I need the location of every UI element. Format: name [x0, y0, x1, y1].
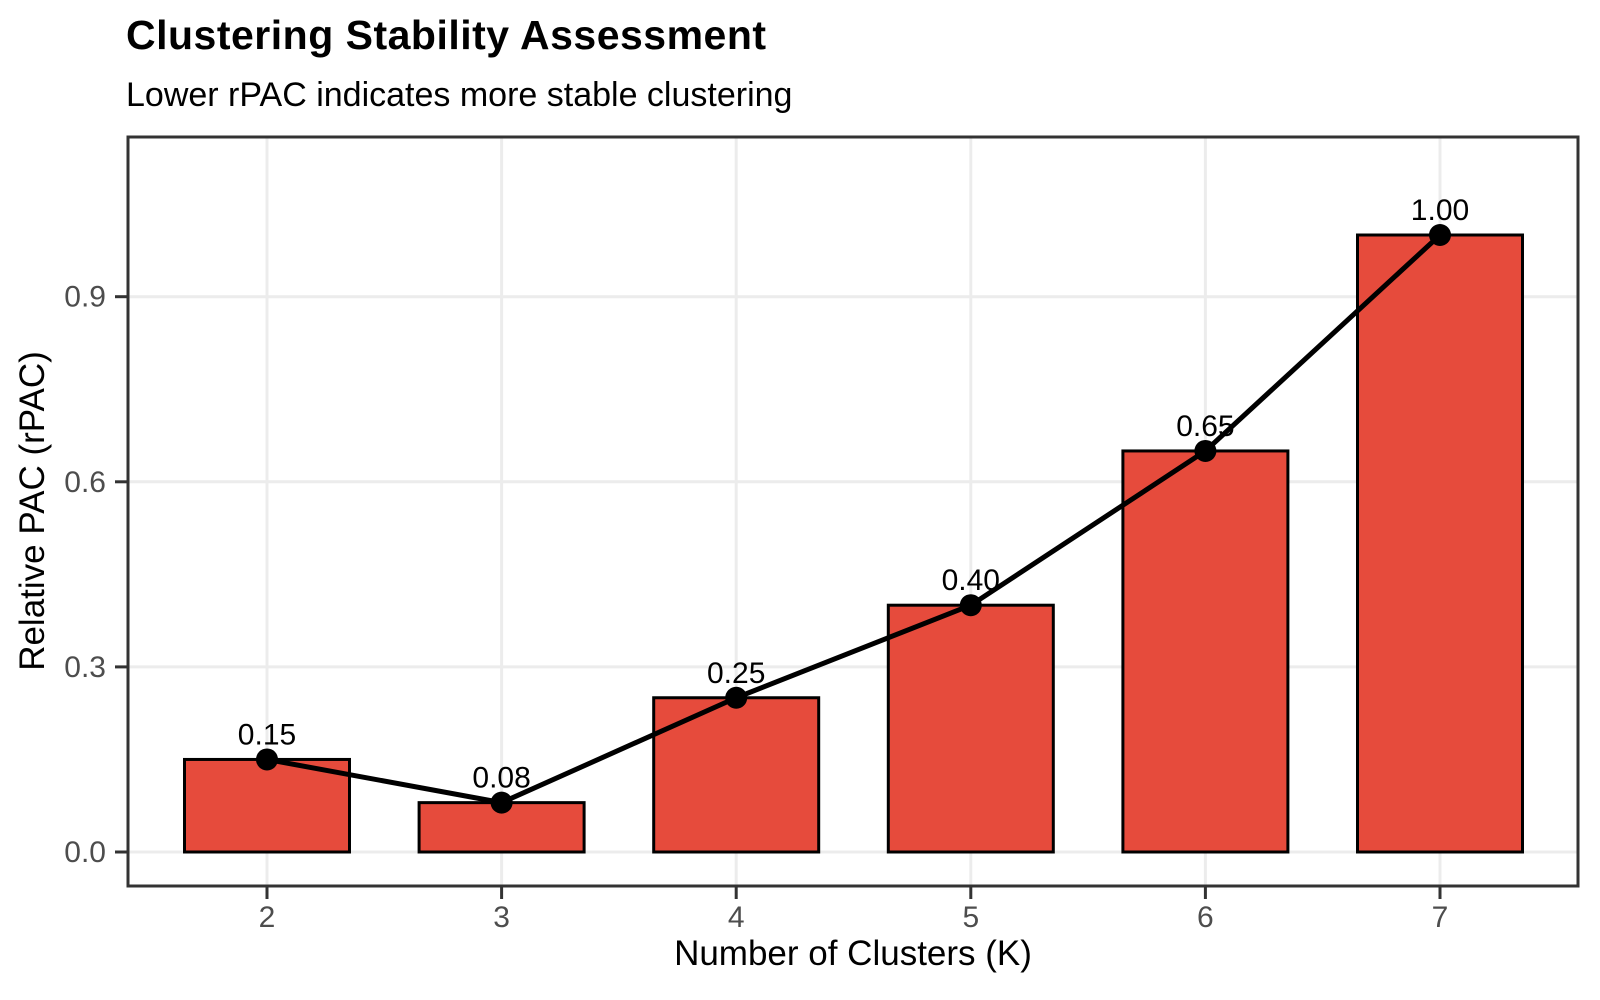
data-point	[1194, 439, 1217, 462]
x-axis-title: Number of Clusters (K)	[674, 934, 1032, 973]
data-point	[725, 686, 748, 709]
chart-title: Clustering Stability Assessment	[126, 12, 767, 58]
y-axis-title: Relative PAC (rPAC)	[13, 351, 52, 671]
x-tick-label: 2	[259, 901, 276, 934]
chart-subtitle: Lower rPAC indicates more stable cluster…	[126, 76, 793, 114]
data-point	[959, 594, 982, 617]
bar	[1356, 233, 1524, 854]
y-tick-label: 0.0	[64, 836, 106, 869]
x-tick-label: 3	[493, 901, 510, 934]
x-tick-label: 4	[728, 901, 745, 934]
point-label: 0.40	[942, 564, 1000, 597]
x-tick-label: 5	[962, 901, 979, 934]
bar	[886, 603, 1055, 854]
point-label: 0.08	[472, 762, 530, 795]
data-point	[1429, 224, 1451, 246]
point-label: 0.25	[707, 657, 765, 690]
bar	[1121, 449, 1290, 854]
trend-line	[264, 232, 1443, 806]
panel-border	[126, 135, 1580, 888]
bar	[183, 757, 351, 854]
data-point	[256, 748, 278, 771]
point-label: 0.15	[238, 718, 296, 751]
y-tick-label: 0.9	[64, 281, 106, 314]
y-tick-label: 0.6	[64, 466, 106, 499]
y-tick-label: 0.3	[64, 651, 106, 684]
data-point	[490, 791, 513, 814]
x-tick-label: 7	[1432, 901, 1449, 934]
point-label: 0.65	[1176, 410, 1234, 443]
point-label: 1.00	[1411, 194, 1469, 227]
x-tick-label: 6	[1197, 901, 1214, 934]
